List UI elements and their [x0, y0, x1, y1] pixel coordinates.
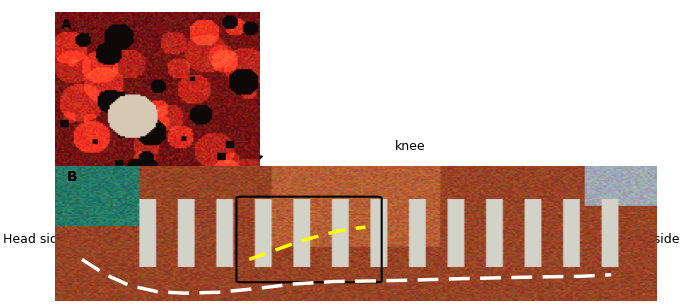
Text: B: B: [67, 170, 77, 184]
Text: knee: knee: [395, 141, 425, 154]
Text: Foot side: Foot side: [623, 233, 680, 246]
Text: Head side: Head side: [3, 233, 66, 246]
Text: A: A: [61, 17, 72, 32]
